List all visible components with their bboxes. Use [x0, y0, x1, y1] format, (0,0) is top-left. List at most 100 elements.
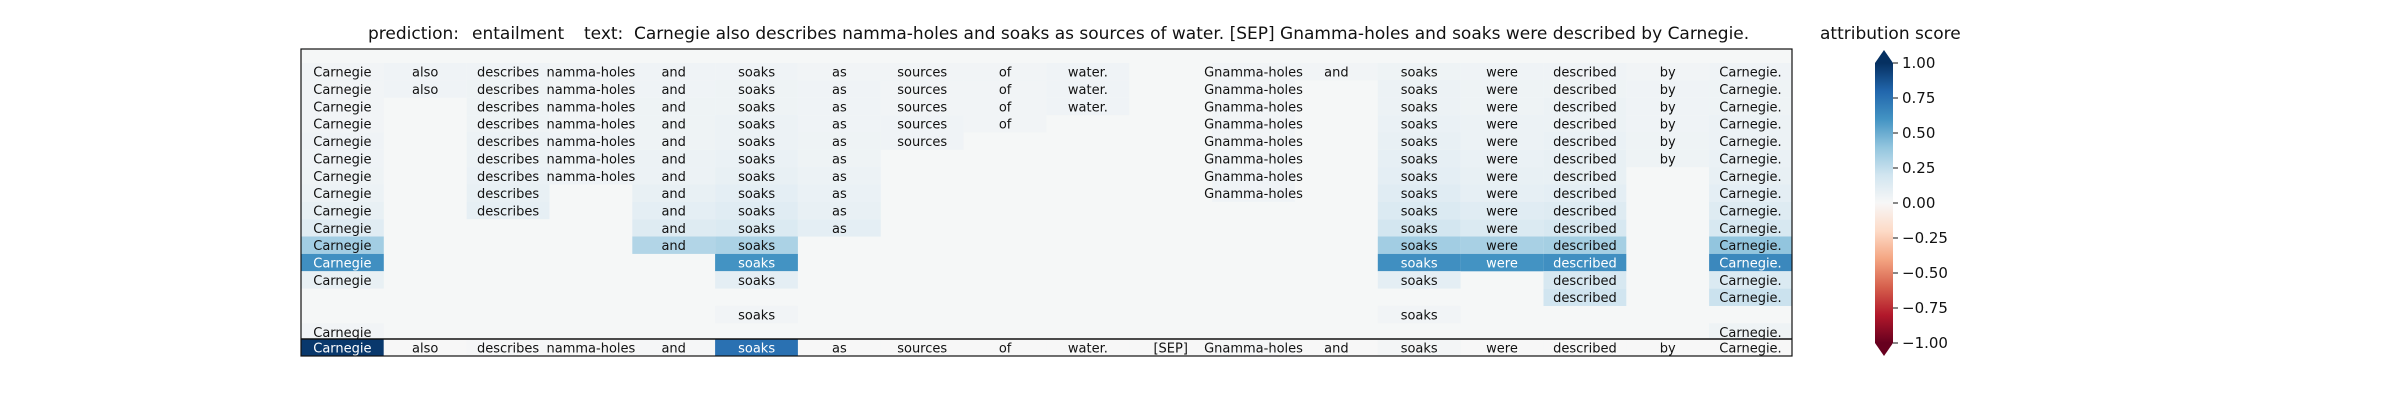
heatmap-token-label: soaks [1401, 100, 1438, 115]
heatmap-cell [1709, 219, 1792, 237]
attribution-token-label: were [1486, 342, 1518, 357]
heatmap-cell [632, 97, 716, 116]
heatmap-token-label: and [661, 239, 685, 254]
heatmap-token-label: by [1660, 152, 1676, 167]
heatmap-cell [1460, 149, 1544, 168]
heatmap-token-label: were [1486, 66, 1518, 81]
heatmap-cell [1543, 115, 1627, 133]
heatmap-cell [466, 80, 550, 98]
heatmap-token-label: sources [897, 83, 947, 98]
heatmap-cell [301, 323, 384, 341]
heatmap-cell [798, 219, 881, 237]
heatmap-token-label: Carnegie. [1719, 187, 1781, 202]
heatmap-token-label: as [832, 83, 847, 98]
heatmap-token-label: were [1486, 257, 1518, 272]
heatmap-cell [301, 253, 384, 272]
attribution-token-label: described [1553, 342, 1617, 357]
attribution-token-label: of [999, 342, 1012, 357]
heatmap-cell [301, 201, 384, 220]
attribution-token-label: sources [897, 342, 947, 357]
heatmap-cell [880, 132, 964, 150]
attribution-token-label: [SEP] [1153, 342, 1187, 357]
attribution-cell [1212, 339, 1295, 356]
heatmap-token-label: Carnegie. [1719, 291, 1781, 306]
heatmap-token-label: soaks [738, 309, 775, 324]
heatmap-token-label: soaks [1401, 309, 1438, 324]
heatmap-cell [301, 271, 384, 289]
attribution-cell [1626, 339, 1710, 356]
heatmap-cell [1377, 184, 1461, 202]
heatmap-cell [1460, 132, 1544, 150]
heatmap-token-label: sources [897, 100, 947, 115]
heatmap-token-label: and [661, 135, 685, 150]
heatmap-cell [466, 167, 550, 185]
heatmap-cell [383, 80, 467, 98]
heatmap-token-label: described [1553, 118, 1617, 133]
heatmap-token-label: described [1553, 66, 1617, 81]
heatmap-token-label: soaks [738, 152, 775, 167]
attribution-token-label: namma-holes [547, 342, 636, 357]
attribution-cell [549, 339, 633, 356]
heatmap-cell [1460, 236, 1544, 254]
prediction-value: entailment [472, 24, 565, 44]
heatmap-token-label: Carnegie [313, 222, 371, 237]
heatmap-cell [1709, 132, 1792, 150]
heatmap-cell [632, 132, 716, 150]
colorbar-title: attribution score [1820, 24, 1961, 44]
colorbar-ticks: 1.00 0.75 0.50 0.25 0.00 −0.25 −0.50 −0.75 −1.00 [1893, 54, 1948, 352]
heatmap-token-label: soaks [1401, 118, 1438, 133]
heatmap-token-label: sources [897, 66, 947, 81]
colorbar-extend-top [1875, 50, 1893, 63]
heatmap-cell [715, 253, 798, 272]
attribution-token-label: and [1324, 342, 1348, 357]
heatmap-cell [632, 201, 716, 220]
heatmap-token-label: sources [897, 118, 947, 133]
heatmap-token-label: by [1660, 66, 1676, 81]
heatmap-cell [466, 97, 550, 116]
colorbar-tick-label: 1.00 [1902, 54, 1935, 72]
colorbar-tick-label: 0.00 [1902, 194, 1935, 212]
heatmap-token-label: soaks [738, 257, 775, 272]
attribution-token-label: soaks [738, 342, 775, 357]
heatmap-cell [632, 115, 716, 133]
heatmap-cell [1543, 236, 1627, 254]
attribution-token-label: water. [1068, 342, 1108, 357]
heatmap-cell [1212, 80, 1295, 98]
heatmap-token-label: described [1553, 152, 1617, 167]
heatmap-token-label: Gnamma-holes [1204, 170, 1303, 185]
heatmap-cell [1543, 80, 1627, 98]
heatmap-cell [1377, 97, 1461, 116]
heatmap-cell [1543, 288, 1627, 306]
heatmap-cell [1626, 80, 1710, 98]
colorbar-tick-label: −1.00 [1902, 334, 1948, 352]
heatmap-cell [1212, 149, 1295, 168]
heatmap-cell [549, 80, 633, 98]
heatmap-cell [715, 97, 798, 116]
heatmap-token-label: were [1486, 135, 1518, 150]
heatmap-token-label: describes [477, 135, 539, 150]
text-value: Carnegie also describes namma-holes and … [634, 24, 1749, 44]
heatmap-cell [1543, 253, 1627, 272]
attribution-token-label: also [412, 342, 438, 357]
heatmap-cell [1709, 149, 1792, 168]
attribution-cell [715, 339, 798, 356]
attribution-cell [301, 339, 384, 356]
heatmap-cell [1626, 63, 1710, 81]
heatmap-token-label: were [1486, 100, 1518, 115]
heatmap-token-label: Carnegie [313, 118, 371, 133]
heatmap-token-label: soaks [1401, 152, 1438, 167]
heatmap-cell [1295, 63, 1378, 81]
heatmap-token-label: Gnamma-holes [1204, 135, 1303, 150]
heatmap-cell [880, 97, 964, 116]
heatmap-cell [1709, 236, 1792, 254]
heatmap-cell [301, 115, 384, 133]
heatmap-token-label: soaks [738, 205, 775, 220]
heatmap-cell [1626, 115, 1710, 133]
heatmap-token-label: soaks [1401, 257, 1438, 272]
heatmap-token-label: described [1553, 239, 1617, 254]
heatmap-token-label: soaks [738, 239, 775, 254]
heatmap-token-label: Carnegie. [1719, 274, 1781, 289]
heatmap-cell [798, 149, 881, 168]
heatmap-cell [963, 80, 1047, 98]
